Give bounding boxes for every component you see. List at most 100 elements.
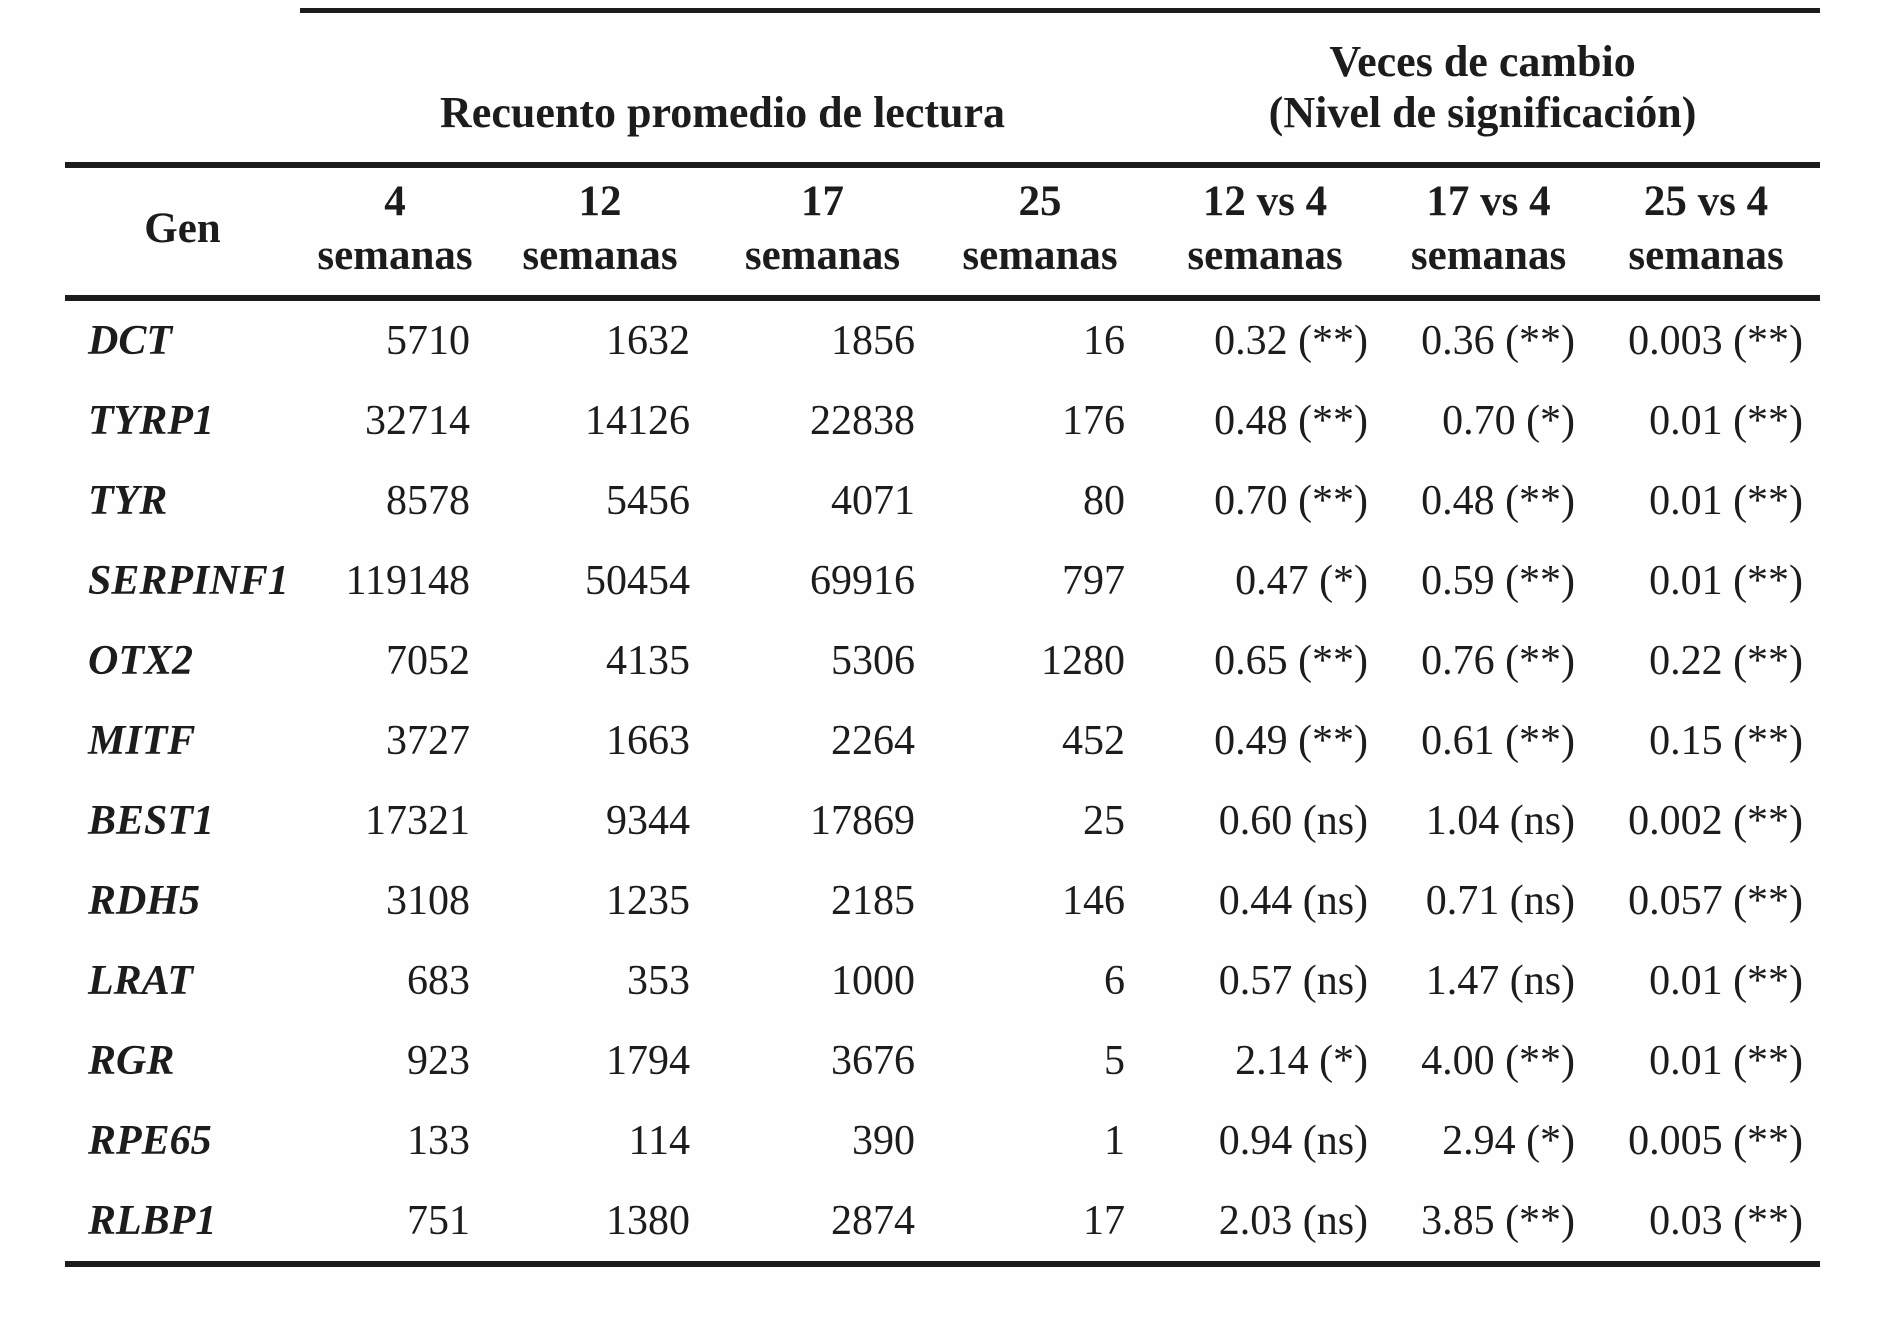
fold-change-cell: 2.03 (ns): [1145, 1181, 1386, 1267]
fold-change-cell: 3.85 (**): [1385, 1181, 1593, 1267]
fold-change-cell: 0.15 (**): [1649, 718, 1804, 764]
column-header-12-semanas-line1: 12: [578, 177, 622, 225]
read-count-cell: 1632: [606, 318, 690, 364]
column-header-4-semanas-line2: semanas: [317, 231, 473, 279]
column-header-25-vs-4: 25 vs 4 semanas: [1592, 165, 1821, 301]
table-row: OTX2 7052 4135 5306 1280 0.65 (**) 0.76 (**) 0.…: [65, 621, 1820, 701]
read-count-cell: 114: [628, 1118, 690, 1164]
read-count-cell: 1856: [831, 318, 915, 364]
read-count-cell: 6: [1104, 958, 1126, 1004]
read-count-cell: 1000: [831, 958, 915, 1004]
gene-name: MITF: [88, 718, 196, 764]
column-header-12-vs-4-line1: 12 vs 4: [1202, 177, 1328, 225]
read-count-cell: 2874: [710, 1181, 935, 1267]
read-count-cell: 119148: [345, 558, 470, 604]
fold-change-cell: 0.01 (**): [1649, 1038, 1804, 1084]
read-count-cell: 17869: [810, 798, 915, 844]
gene-name: TYR: [88, 478, 168, 524]
read-count-cell: 32714: [365, 398, 470, 444]
read-count-cell: 751: [300, 1181, 490, 1267]
fold-change-cell: 0.65 (**): [1214, 638, 1369, 684]
read-count-cell: 69916: [810, 558, 915, 604]
read-count-cell: 353: [627, 958, 690, 1004]
read-count-cell: 22838: [810, 398, 915, 444]
read-count-cell: 5306: [831, 638, 915, 684]
group-header-fold-change: Veces de cambio (Nivel de significación): [1145, 8, 1821, 168]
column-header-row: Gen 4 semanas 12 semanas 17 semanas 25 s…: [65, 165, 1821, 301]
read-count-cell: 2264: [831, 718, 915, 764]
column-header-4-semanas: 4 semanas: [300, 165, 490, 301]
read-count-cell: 16: [1083, 318, 1126, 364]
column-header-17-vs-4-line2: semanas: [1410, 231, 1567, 279]
table-row: DCT 5710 1632 1856 16 0.32 (**) 0.36 (**) 0.003…: [65, 298, 1820, 381]
column-header-25-vs-4-line1: 25 vs 4: [1643, 177, 1769, 225]
fold-change-cell: 0.01 (**): [1649, 958, 1804, 1004]
read-count-cell: 3676: [831, 1038, 915, 1084]
table-row: BEST1 17321 9344 17869 25 0.60 (ns) 1.04 (ns) 0…: [65, 781, 1820, 861]
gene-name: TYRP1: [88, 398, 214, 444]
table-row: RGR 923 1794 3676 5 2.14 (*) 4.00 (**) 0.01 (**…: [65, 1021, 1820, 1101]
fold-change-cell: 0.005 (**): [1628, 1118, 1804, 1164]
column-header-25-vs-4-line2: semanas: [1628, 231, 1784, 279]
read-count-cell: 1280: [1041, 638, 1126, 684]
fold-change-cell: 0.57 (ns): [1218, 958, 1369, 1004]
read-count-cell: 5456: [606, 478, 690, 524]
read-count-cell: 683: [407, 958, 470, 1004]
fold-change-cell: 0.057 (**): [1628, 878, 1804, 924]
fold-change-cell: 0.002 (**): [1628, 798, 1804, 844]
gene-name: RDH5: [88, 878, 201, 924]
column-header-4-semanas-line1: 4: [384, 177, 406, 225]
fold-change-cell: 0.03 (**): [1592, 1181, 1821, 1267]
table-row: LRAT 683 353 1000 6 0.57 (ns) 1.47 (ns) 0.01 (*…: [65, 941, 1820, 1021]
corner-spacer: [65, 10, 300, 168]
read-count-cell: 4135: [606, 638, 690, 684]
read-count-cell: 176: [1062, 398, 1126, 444]
column-header-gen: Gen: [65, 165, 300, 301]
read-count-cell: 133: [407, 1118, 470, 1164]
fold-change-cell: 0.47 (*): [1235, 558, 1369, 604]
column-header-17-semanas-line1: 17: [801, 177, 844, 225]
fold-change-cell: 2.14 (*): [1235, 1038, 1369, 1084]
table-row: TYRP1 32714 14126 22838 176 0.48 (**) 0.70 (*)…: [65, 381, 1820, 461]
read-count-cell: 3727: [386, 718, 470, 764]
fold-change-cell: 1.47 (ns): [1425, 958, 1576, 1004]
fold-change-cell: 0.61 (**): [1421, 718, 1576, 764]
fold-change-cell: 0.01 (**): [1649, 398, 1804, 444]
group-header-fold-change-line2: (Nivel de significación): [1268, 88, 1697, 137]
gene-name: LRAT: [88, 958, 194, 1004]
fold-change-cell: 0.60 (ns): [1218, 798, 1369, 844]
read-count-cell: 25: [1083, 798, 1126, 844]
table-row: MITF 3727 1663 2264 452 0.49 (**) 0.61 (**) 0.1…: [65, 701, 1820, 781]
fold-change-cell: 0.48 (**): [1421, 478, 1576, 524]
table-row: RPE65 133 114 390 1 0.94 (ns) 2.94 (*) 0.005 (*…: [65, 1101, 1820, 1181]
read-count-cell: 146: [1062, 878, 1126, 924]
read-count-cell: 1794: [606, 1038, 690, 1084]
group-header-row: Recuento promedio de lectura Veces de ca…: [65, 8, 1821, 168]
column-header-12-vs-4: 12 vs 4 semanas: [1145, 165, 1386, 301]
gene-name: BEST1: [88, 798, 215, 844]
read-count-cell: 50454: [585, 558, 690, 604]
table-header: Recuento promedio de lectura Veces de ca…: [65, 8, 1821, 301]
read-count-cell: 3108: [386, 878, 470, 924]
column-header-17-semanas: 17 semanas: [710, 165, 935, 301]
read-count-cell: 452: [1062, 718, 1126, 764]
read-count-cell: 17321: [365, 798, 470, 844]
table-row: SERPINF1 119148 50454 69916 797 0.47 (*) 0.59 …: [65, 541, 1820, 621]
read-count-cell: 2185: [831, 878, 915, 924]
read-count-cell: 14126: [585, 398, 690, 444]
fold-change-cell: 0.59 (**): [1421, 558, 1576, 604]
column-header-12-semanas: 12 semanas: [490, 165, 710, 301]
gene-name: DCT: [88, 318, 172, 364]
gene-name: RPE65: [88, 1118, 212, 1164]
read-count-cell: 797: [1062, 558, 1126, 604]
table-row: RDH5 3108 1235 2185 146 0.44 (ns) 0.71 (ns) 0.0…: [65, 861, 1820, 941]
gene-name: SERPINF1: [88, 558, 289, 604]
read-count-cell: 4071: [831, 478, 915, 524]
column-header-17-vs-4-line1: 17 vs 4: [1426, 177, 1551, 225]
fold-change-cell: 0.22 (**): [1649, 638, 1804, 684]
read-count-cell: 923: [407, 1038, 470, 1084]
read-count-cell: 5: [1104, 1038, 1126, 1084]
column-header-25-semanas-line1: 25: [1018, 177, 1062, 225]
fold-change-cell: 0.70 (**): [1214, 478, 1369, 524]
